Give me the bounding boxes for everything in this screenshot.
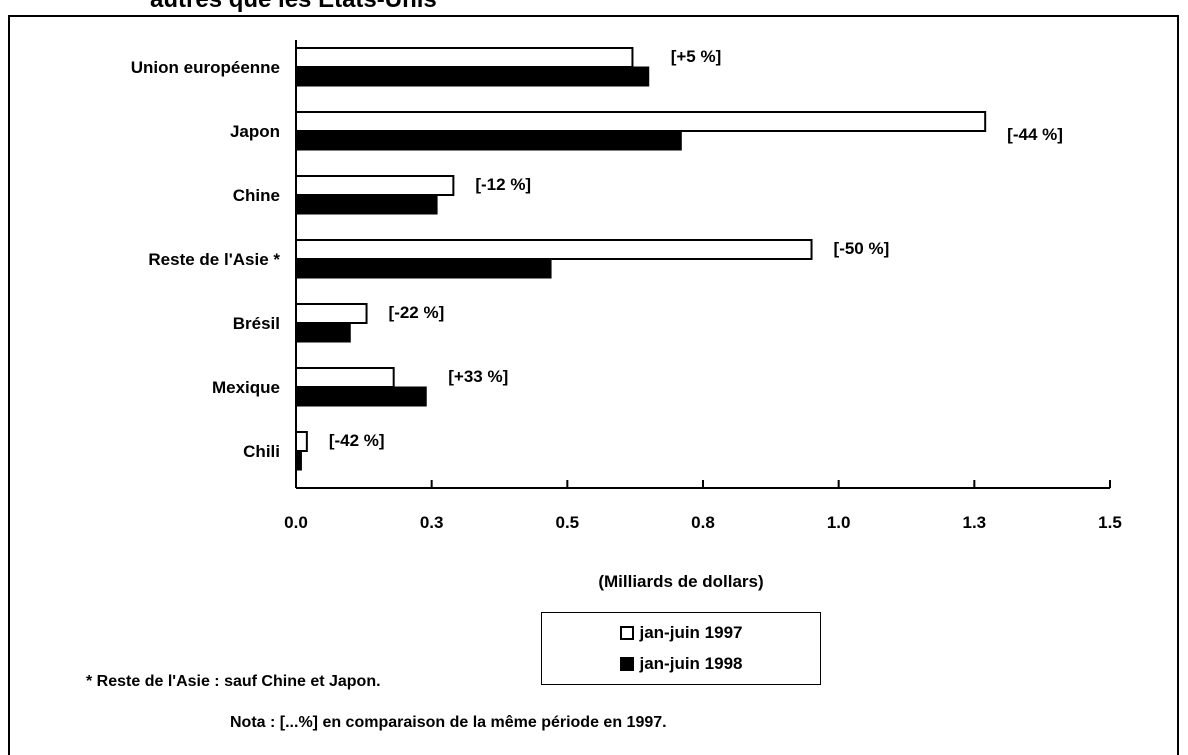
bar-1998 bbox=[295, 386, 427, 407]
x-tick-label: 0.3 bbox=[420, 513, 444, 532]
legend-item-1997: jan-juin 1997 bbox=[619, 622, 743, 643]
x-tick-label: 0.0 bbox=[284, 513, 308, 532]
x-axis-label: (Milliards de dollars) bbox=[598, 572, 763, 591]
page-title: autres que les États-Unis bbox=[150, 0, 437, 14]
bar-1997 bbox=[295, 303, 368, 324]
bar-1997 bbox=[295, 175, 455, 196]
legend: jan-juin 1997 jan-juin 1998 bbox=[541, 612, 821, 685]
x-tick-label: 0.5 bbox=[556, 513, 580, 532]
change-label: [+33 %] bbox=[448, 367, 508, 386]
category-label: Reste de l'Asie * bbox=[148, 250, 280, 269]
bar-1997 bbox=[295, 367, 395, 388]
category-label: Union européenne bbox=[131, 58, 280, 77]
bar-1997 bbox=[295, 239, 813, 260]
bar-1998 bbox=[295, 66, 650, 87]
x-tick-label: 1.3 bbox=[963, 513, 987, 532]
legend-swatch-1997 bbox=[619, 625, 634, 640]
legend-item-1998: jan-juin 1998 bbox=[619, 654, 743, 674]
bar-1998 bbox=[295, 130, 682, 151]
bar-1998 bbox=[295, 322, 351, 343]
category-label: Chine bbox=[233, 186, 280, 205]
change-label: [-50 %] bbox=[834, 239, 890, 258]
change-label: [-44 %] bbox=[1007, 125, 1063, 144]
category-label: Chili bbox=[243, 442, 280, 461]
x-tick-label: 1.5 bbox=[1098, 513, 1122, 532]
category-label: Mexique bbox=[212, 378, 280, 397]
bar-1998 bbox=[295, 258, 552, 279]
bar-1997 bbox=[295, 111, 987, 132]
category-label: Brésil bbox=[233, 314, 280, 333]
legend-label-1997: jan-juin 1997 bbox=[639, 622, 743, 642]
legend-label-1998: jan-juin 1998 bbox=[639, 654, 743, 674]
change-label: [-42 %] bbox=[329, 431, 385, 450]
bar-1998 bbox=[295, 194, 438, 215]
footnote: * Reste de l'Asie : sauf Chine et Japon. bbox=[86, 673, 381, 690]
nota-note: Nota : [...%] en comparaison de la même … bbox=[230, 714, 667, 731]
category-label: Japon bbox=[230, 122, 280, 141]
change-label: [+5 %] bbox=[671, 47, 722, 66]
change-label: [-12 %] bbox=[475, 175, 531, 194]
bar-1997 bbox=[295, 431, 308, 452]
x-tick-label: 0.8 bbox=[691, 513, 715, 532]
legend-swatch-1998 bbox=[619, 657, 634, 672]
bar-1997 bbox=[295, 47, 634, 68]
x-tick-label: 1.0 bbox=[827, 513, 851, 532]
change-label: [-22 %] bbox=[389, 303, 445, 322]
chart-frame bbox=[8, 15, 1179, 755]
